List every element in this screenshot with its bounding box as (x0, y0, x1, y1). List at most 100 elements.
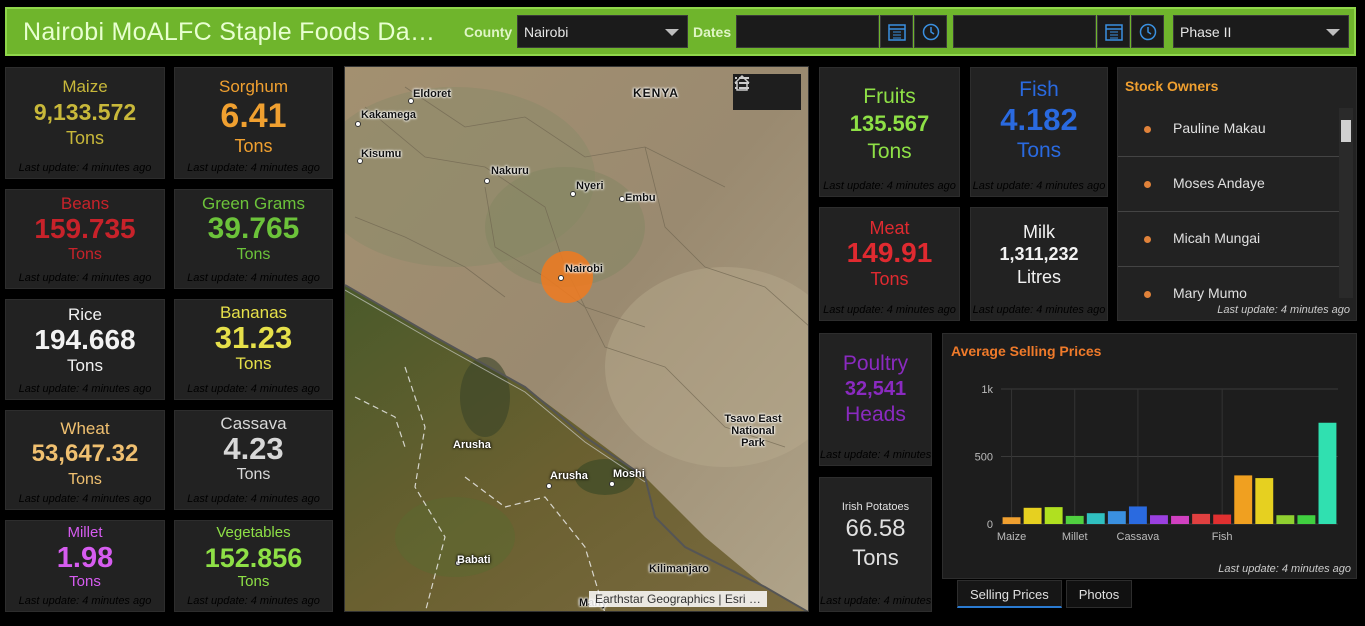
tile-bananas: Bananas 31.23 Tons Last update: 4 minute… (174, 299, 333, 400)
chart-bar (1065, 515, 1084, 524)
tile-vegetables: Vegetables 152.856 Tons Last update: 4 m… (174, 520, 333, 612)
x-tick-label: Fish (1212, 531, 1233, 543)
end-date-input[interactable] (953, 15, 1096, 48)
tile-value: 53,647.32 (31, 440, 139, 467)
calendar-icon[interactable] (1097, 15, 1130, 48)
clock-icon[interactable] (1131, 15, 1164, 48)
tile-update: Last update: 4 minutes ago (18, 272, 152, 284)
city-marker (546, 483, 552, 489)
dates-label: Dates (693, 24, 732, 40)
bullet-icon (1144, 126, 1151, 133)
tile-name: Poultry (842, 352, 909, 375)
calendar-icon[interactable] (880, 15, 913, 48)
city-marker (570, 191, 576, 197)
county-select[interactable]: Nairobi (517, 15, 688, 48)
chart-title: Average Selling Prices (951, 343, 1102, 359)
tile-value: 194.668 (34, 324, 136, 355)
start-date-input[interactable] (736, 15, 879, 48)
tile-update: Last update: 4 minutes ago (18, 162, 152, 174)
tab-photos[interactable]: Photos (1065, 580, 1133, 608)
tile-meat: Meat 149.91 Tons Last update: 4 minutes … (819, 207, 960, 321)
tile-update: Last update: 4 minutes ago (187, 272, 320, 284)
y-tick-label: 0 (987, 519, 993, 531)
chevron-down-icon (1326, 29, 1340, 36)
tile-fish: Fish 4.182 Tons Last update: 4 minutes a… (970, 67, 1108, 197)
map-view[interactable]: KENYA Eldoret Kakamega Kisumu Nakuru Nye… (344, 66, 809, 612)
tile-poultry: Poultry 32,541 Heads Last update: 4 minu… (819, 333, 932, 466)
list-scrollbar[interactable] (1339, 108, 1353, 298)
y-tick-label: 1k (981, 384, 993, 396)
tile-update: Last update: 4 minutes ago (823, 180, 956, 192)
tile-update: Last update: 4 minutes ago (187, 162, 320, 174)
chart-bar (1213, 514, 1232, 524)
map-label-arusha-region: Arusha (453, 439, 491, 451)
owner-name: Mary Mumo (1173, 285, 1247, 301)
layer-list-icon[interactable] (735, 74, 801, 110)
tile-unit: Tons (236, 246, 271, 263)
tile-update: Last update: 4 minutes ago (18, 493, 152, 505)
tile-name: Irish Potatoes (841, 501, 910, 513)
tile-unit: Tons (65, 128, 105, 148)
list-item[interactable]: Moses Andaye (1118, 157, 1340, 212)
map-label-kilimanjaro: Kilimanjaro (649, 563, 709, 575)
tile-value: 66.58 (845, 515, 906, 542)
phase-select[interactable]: Phase II (1173, 15, 1349, 48)
tile-update: Last update: 4 minutes ago (18, 383, 152, 395)
tile-millet: Millet 1.98 Tons Last update: 4 minutes … (5, 520, 165, 612)
scroll-thumb[interactable] (1341, 120, 1351, 142)
map-label-nyeri: Nyeri (576, 180, 604, 192)
tile-name: Rice (67, 305, 102, 324)
tile-unit: Tons (68, 246, 102, 263)
map-label-kenya: KENYA (633, 86, 679, 100)
chevron-down-icon (665, 29, 679, 36)
chart-update: Last update: 4 minutes ago (1218, 563, 1351, 575)
tile-name: Maize (62, 77, 108, 96)
tile-unit: Heads (845, 403, 906, 426)
clock-icon[interactable] (914, 15, 947, 48)
tile-name: Bananas (219, 303, 288, 322)
list-item[interactable]: Pauline Makau (1118, 102, 1340, 157)
chart-tabs: Selling Prices Photos (957, 580, 1136, 608)
owner-name: Micah Mungai (1173, 230, 1261, 246)
chart-bar (1002, 517, 1021, 524)
list-item[interactable]: Mary Mumo (1118, 267, 1340, 320)
tile-value: 39.765 (207, 212, 300, 245)
map-label-kakamega: Kakamega (361, 109, 417, 121)
tile-irish-potatoes: Irish Potatoes 66.58 Tons Last update: 4… (819, 477, 932, 612)
chart-bar (1255, 478, 1274, 524)
tile-name: Milk (1023, 222, 1055, 242)
tile-value: 9,133.572 (33, 99, 137, 125)
tile-value: 135.567 (849, 111, 930, 136)
city-marker (408, 98, 414, 104)
home-icon[interactable] (733, 74, 767, 110)
tile-unit: Tons (867, 140, 912, 163)
city-marker (558, 275, 564, 281)
chart-bar (1150, 515, 1168, 524)
map-attribution[interactable]: Earthstar Geographics | Esri … (589, 591, 767, 607)
tile-unit: Tons (237, 573, 270, 590)
tile-name: Fish (1019, 78, 1059, 101)
x-tick-label: Millet (1062, 531, 1088, 543)
chart-bar (1318, 422, 1337, 524)
chart-bar (1297, 515, 1316, 524)
map-label-embu: Embu (625, 192, 656, 204)
tile-value: 152.856 (204, 543, 303, 573)
tile-rice: Rice 194.668 Tons Last update: 4 minutes… (5, 299, 165, 400)
stock-owners-title: Stock Owners (1125, 78, 1219, 94)
tab-selling-prices[interactable]: Selling Prices (957, 580, 1062, 608)
city-marker (609, 481, 615, 487)
list-item[interactable]: Micah Mungai (1118, 212, 1340, 267)
tile-unit: Tons (852, 545, 899, 570)
tile-beans: Beans 159.735 Tons Last update: 4 minute… (5, 189, 165, 289)
tile-name: Green Grams (202, 194, 305, 213)
x-tick-label: Maize (997, 531, 1026, 543)
tile-update: Last update: 4 minutes ago (187, 383, 320, 395)
map-label-arusha: Arusha (550, 470, 588, 482)
map-label-nakuru: Nakuru (491, 165, 529, 177)
tile-value: 6.41 (220, 97, 287, 135)
tile-unit: Tons (69, 573, 101, 590)
map-label-moshi: Moshi (613, 468, 645, 480)
avg-selling-prices-chart: Average Selling Prices 0 500 1k Maize Millet… (942, 333, 1357, 579)
map-label-eldoret: Eldoret (413, 88, 451, 100)
y-tick-label: 500 (975, 452, 993, 464)
